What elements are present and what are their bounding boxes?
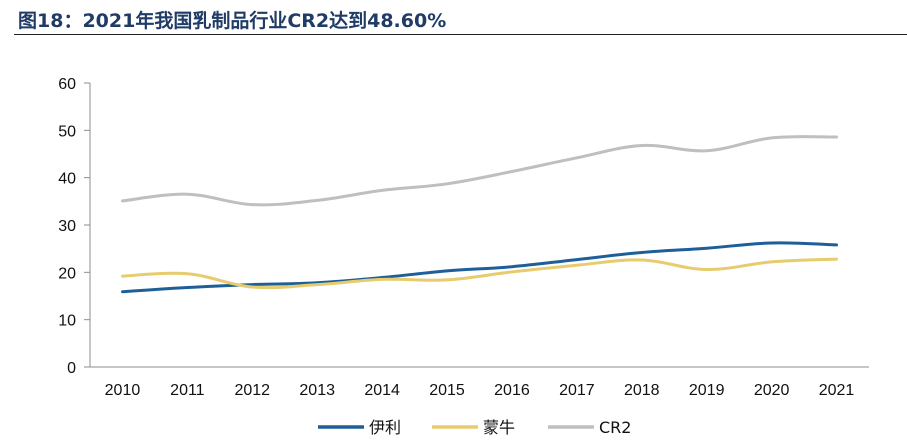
title-divider: [14, 34, 907, 35]
x-tick-label: 2021: [819, 382, 855, 399]
figure-title: 图18：2021年我国乳制品行业CR2达到48.60%: [18, 10, 447, 32]
series-line-2: [121, 135, 838, 207]
x-tick-label: 2012: [234, 382, 270, 399]
legend-label: 蒙牛: [483, 418, 515, 437]
x-tick-label: 2020: [754, 382, 790, 399]
y-tick-label: 30: [58, 218, 76, 235]
legend-label: CR2: [599, 418, 631, 437]
y-axis: 0 10 20 30 40 50 60: [58, 76, 91, 377]
x-tick-label: 2010: [105, 382, 141, 399]
x-axis: 2010 2011 2012 2013 2014 2015 2016 2017 2018 2019…: [90, 366, 869, 399]
y-tick-label: 50: [58, 123, 76, 140]
x-tick-label: 2013: [299, 382, 335, 399]
x-tick-label: 2011: [170, 382, 205, 399]
x-tick-label: 2019: [689, 382, 725, 399]
x-tick-label: 2016: [494, 382, 530, 399]
y-tick-label: 0: [67, 360, 76, 377]
x-tick-label: 2014: [364, 382, 400, 399]
y-tick-label: 20: [58, 265, 76, 282]
y-tick-label: 60: [58, 76, 76, 93]
x-tick-label: 2018: [624, 382, 660, 399]
x-tick-label: 2015: [429, 382, 465, 399]
x-tick-label: 2017: [559, 382, 595, 399]
legend: 伊利 蒙牛 CR2: [318, 418, 631, 437]
series-line-1: [121, 257, 838, 290]
legend-label: 伊利: [369, 418, 401, 437]
y-tick-label: 10: [58, 313, 76, 330]
y-tick-label: 40: [58, 171, 76, 188]
series-lines: [121, 135, 838, 294]
